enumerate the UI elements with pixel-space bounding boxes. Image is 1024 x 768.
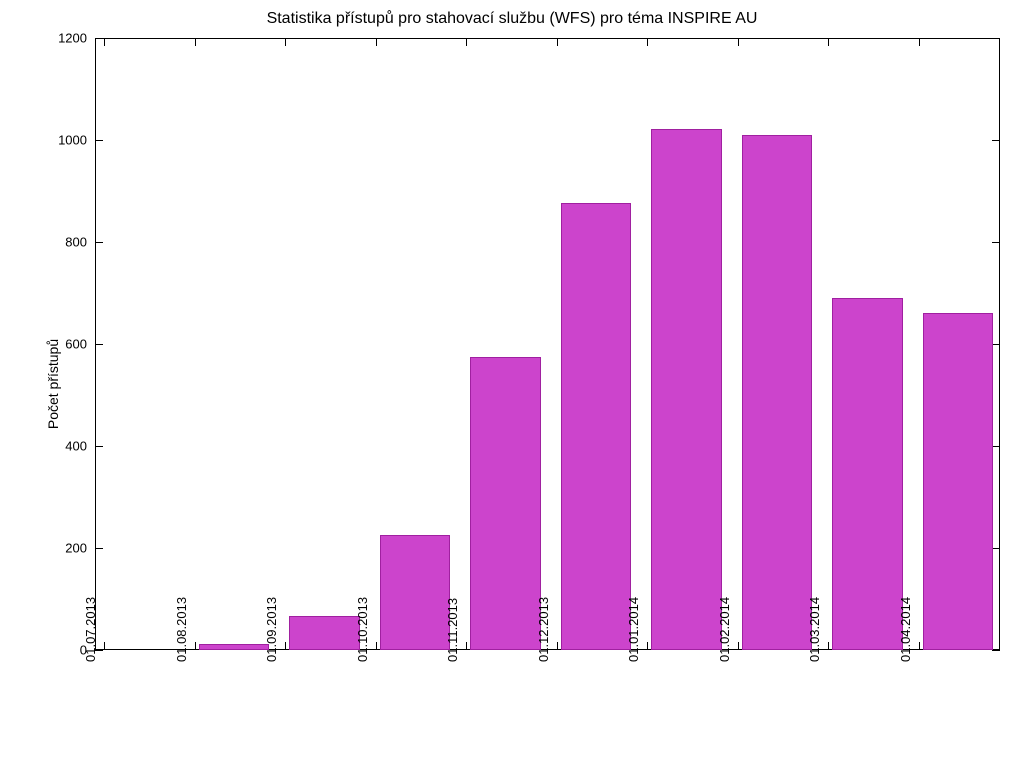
y-tick-mark [992,548,1000,549]
y-tick-label: 0 [45,643,87,658]
chart-container: Statistika přístupů pro stahovací službu… [0,0,1024,768]
x-tick-mark [647,642,648,650]
y-tick-mark [95,446,103,447]
y-tick-mark [95,548,103,549]
y-tick-mark [95,140,103,141]
x-tick-mark [828,38,829,46]
bar [832,298,903,650]
x-tick-mark [557,642,558,650]
y-tick-mark [992,344,1000,345]
x-tick-label: 01.11.2013 [445,598,460,662]
y-tick-label: 600 [45,337,87,352]
bar [380,535,451,650]
x-tick-mark [376,38,377,46]
x-tick-mark [738,642,739,650]
x-tick-mark [195,642,196,650]
x-tick-mark [285,642,286,650]
y-tick-mark [992,38,1000,39]
x-tick-label: 01.01.2014 [626,597,641,662]
x-tick-mark [738,38,739,46]
y-tick-mark [992,242,1000,243]
x-tick-mark [557,38,558,46]
x-tick-mark [376,642,377,650]
bar [561,203,632,650]
bar [470,357,541,650]
y-tick-mark [992,140,1000,141]
x-tick-label: 01.09.2013 [264,597,279,662]
x-tick-label: 01.12.2013 [536,597,551,662]
x-tick-mark [919,38,920,46]
chart-title: Statistika přístupů pro stahovací službu… [0,10,1024,28]
x-tick-mark [647,38,648,46]
x-tick-mark [466,38,467,46]
x-tick-mark [285,38,286,46]
y-tick-label: 1000 [45,133,87,148]
x-tick-mark [828,642,829,650]
y-tick-mark [95,344,103,345]
x-tick-label: 01.04.2014 [898,597,913,662]
y-tick-mark [95,242,103,243]
x-tick-mark [104,38,105,46]
bar [742,135,813,650]
x-tick-mark [195,38,196,46]
y-tick-label: 800 [45,235,87,250]
x-tick-label: 01.03.2014 [807,597,822,662]
y-tick-label: 1200 [45,31,87,46]
x-tick-label: 01.07.2013 [83,597,98,662]
bar [651,129,722,650]
y-tick-label: 200 [45,541,87,556]
x-tick-label: 01.10.2013 [355,597,370,662]
x-tick-label: 01.02.2014 [717,597,732,662]
x-tick-mark [919,642,920,650]
x-tick-label: 01.08.2013 [174,597,189,662]
y-tick-mark [992,446,1000,447]
y-tick-mark [95,38,103,39]
y-tick-mark [992,650,1000,651]
y-axis-label: Počet přístupů [45,339,61,429]
x-tick-mark [104,642,105,650]
bar [923,313,994,650]
bar [289,616,360,650]
x-tick-mark [466,642,467,650]
y-tick-label: 400 [45,439,87,454]
bar [199,644,270,650]
